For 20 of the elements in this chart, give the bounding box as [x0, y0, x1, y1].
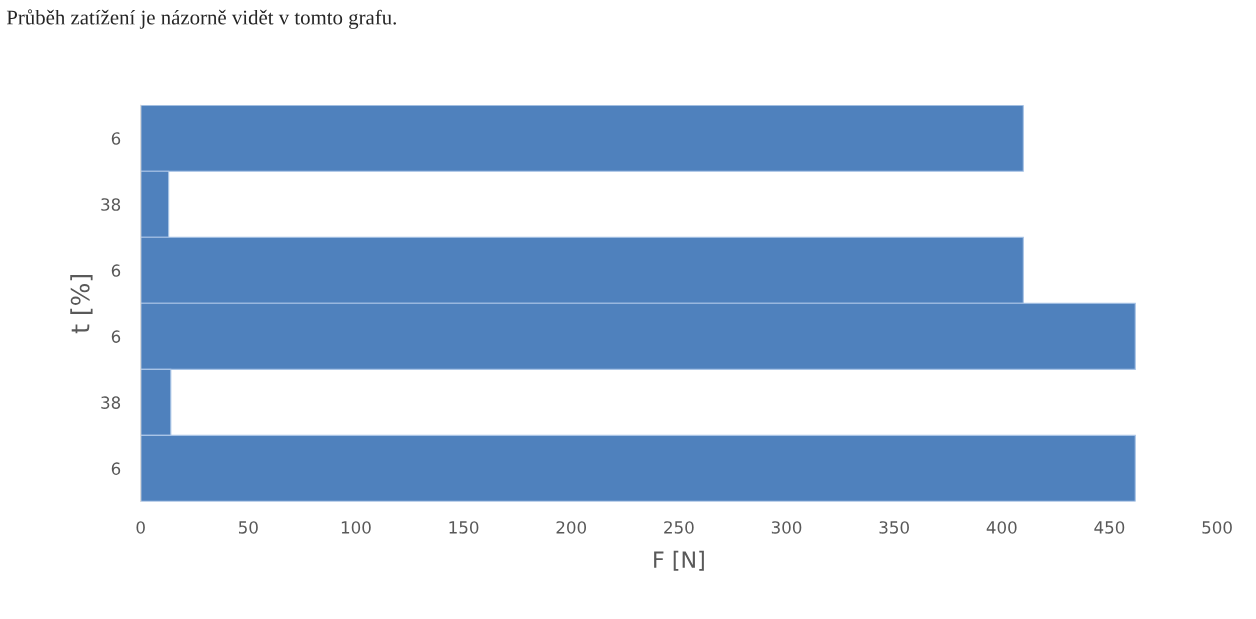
x-tick-label: 0: [136, 521, 145, 534]
x-tick-label: 400: [986, 521, 1017, 534]
x-tick-label: 100: [341, 521, 371, 534]
y-tick-label: 38: [101, 198, 121, 211]
x-tick-label: 450: [1094, 521, 1125, 534]
x-tick-label: 300: [771, 521, 802, 534]
y-tick-label: 38: [101, 396, 121, 409]
x-tick-label: 50: [238, 521, 258, 534]
x-tick-label: 500: [1202, 521, 1232, 534]
y-tick-label: 6: [111, 264, 121, 277]
text: Průběh zatížení je názorně vidět v tomto grafu.: [6, 9, 396, 29]
y-tick-label: 6: [111, 132, 121, 145]
x-tick-label: 250: [664, 521, 694, 534]
x-axis-title: F [N]: [654, 550, 704, 571]
x-tick-label: 350: [879, 521, 909, 534]
x-tick-label: 200: [556, 521, 587, 534]
y-axis-title: t [%]: [70, 274, 93, 334]
x-tick-label: 150: [449, 521, 479, 534]
y-tick-label: 6: [111, 330, 121, 343]
y-tick-label: 6: [111, 462, 121, 475]
